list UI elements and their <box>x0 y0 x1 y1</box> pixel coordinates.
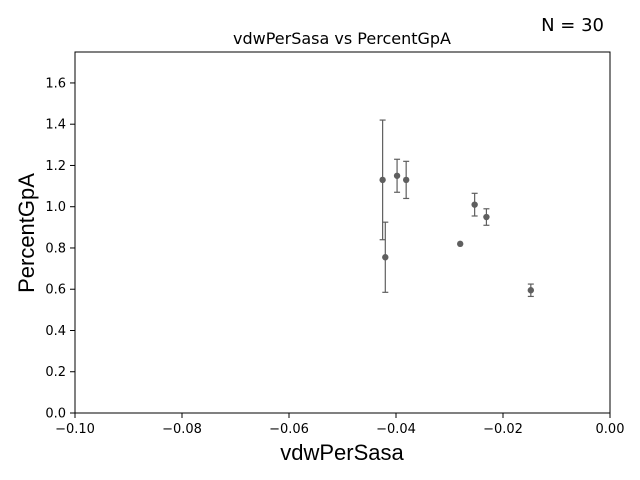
y-tick-label: 0.0 <box>45 407 66 422</box>
data-point <box>402 176 410 184</box>
y-tick-label: 0.6 <box>45 283 66 298</box>
plot-frame <box>74 51 611 414</box>
data-point <box>483 213 490 221</box>
data-point <box>393 172 401 179</box>
x-tick-label: −0.02 <box>483 422 523 437</box>
chart-title: vdwPerSasa vs PercentGpA <box>233 29 451 48</box>
y-tick-label: 0.2 <box>45 365 66 380</box>
y-axis-label: PercentGpA <box>14 173 39 293</box>
y-tick-label: 1.4 <box>45 118 66 133</box>
x-tick-label: −0.06 <box>269 422 309 437</box>
data-point <box>457 240 464 248</box>
x-axis-label: vdwPerSasa <box>280 440 404 465</box>
y-tick-label: 0.8 <box>45 241 66 256</box>
y-tick-label: 1.6 <box>45 76 66 91</box>
error-bars <box>379 119 534 298</box>
x-tick-label: −0.08 <box>162 422 202 437</box>
y-tick-label: 1.0 <box>45 200 66 215</box>
y-tick-label: 1.2 <box>45 159 66 174</box>
y-tick-label: 0.4 <box>45 324 66 339</box>
data-point <box>382 254 389 261</box>
x-tick-label: −0.10 <box>55 422 95 437</box>
x-tick-label: 0.00 <box>596 422 625 437</box>
x-tick-label: −0.04 <box>376 422 416 437</box>
data-point <box>471 201 478 208</box>
sample-size-annotation: N = 30 <box>541 15 604 36</box>
x-axis-ticks: −0.10 −0.08 −0.06 −0.04 −0.02 0.00 <box>55 413 624 437</box>
data-point <box>527 287 535 294</box>
data-points <box>379 172 535 294</box>
y-axis-ticks: 0.0 0.2 0.4 0.6 0.8 1.0 1.2 1.4 1.6 <box>45 76 75 422</box>
data-point <box>379 176 386 184</box>
